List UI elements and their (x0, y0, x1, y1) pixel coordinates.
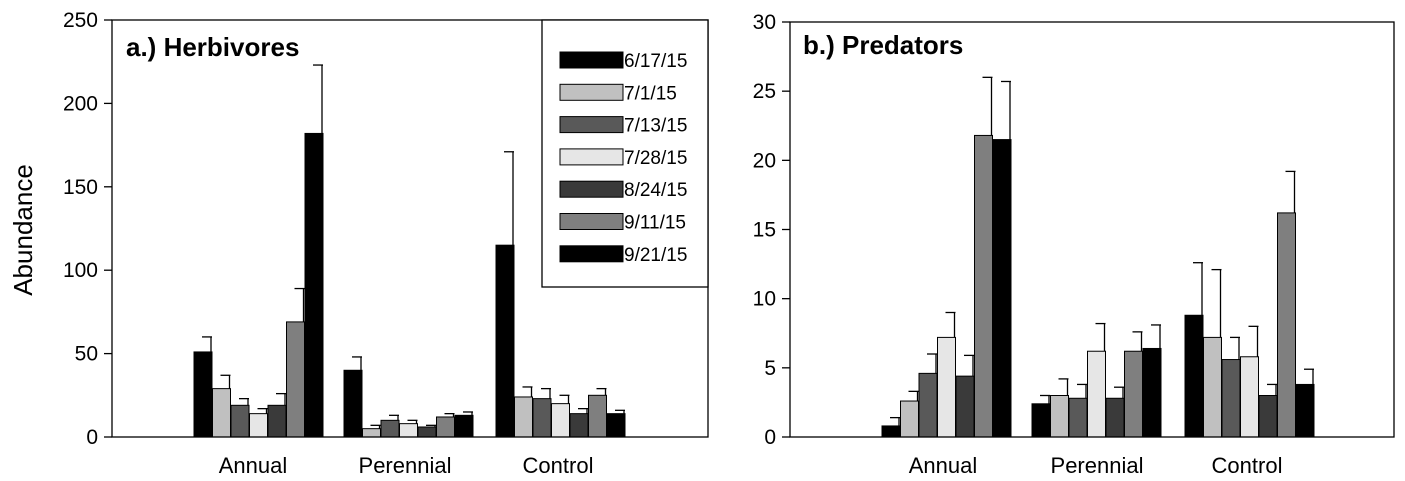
y-tick-label-a-5: 250 (63, 9, 98, 32)
bar-a-perennial-7-28-15 (399, 423, 418, 438)
legend-label-8-24-15: 8/24/15 (624, 180, 687, 201)
y-tick-label-b-3: 15 (753, 219, 776, 242)
bar-a-perennial-9-21-15 (454, 414, 474, 438)
bar-b-control-7-28-15 (1240, 356, 1259, 438)
bar-b-perennial-7-28-15 (1087, 350, 1106, 438)
bar-a-perennial-6-17-15 (343, 369, 363, 438)
y-axis-title-a: Abundance (8, 164, 38, 296)
panel-title-b: b.) Predators (803, 30, 963, 60)
legend-swatch-7-1-15 (559, 83, 624, 101)
panel-title-a: a.) Herbivores (126, 32, 299, 62)
y-tick-label-a-3: 150 (63, 176, 98, 199)
legend-label-7-28-15: 7/28/15 (624, 148, 687, 169)
bar-a-control-8-24-15 (569, 413, 589, 438)
y-tick-label-a-0: 0 (86, 426, 98, 449)
y-tick-label-b-6: 30 (753, 11, 776, 34)
bar-a-control-9-11-15 (588, 394, 607, 438)
category-label-a-perennial: Perennial (359, 453, 452, 478)
bar-b-control-8-24-15 (1258, 395, 1278, 438)
bar-a-control-7-28-15 (551, 403, 570, 438)
category-label-b-control: Control (1212, 453, 1283, 478)
legend-swatch-8-24-15 (559, 180, 624, 198)
herbivores-panel: 0 50 100 150 200 250 Annual Perennial Control a.)… (8, 9, 709, 478)
legend-label-7-1-15: 7/1/15 (624, 83, 677, 104)
bar-b-annual-9-11-15 (974, 134, 993, 438)
bar-a-perennial-8-24-15 (417, 426, 437, 438)
bar-b-control-9-21-15 (1295, 383, 1315, 438)
bar-b-perennial-7-1-15 (1050, 395, 1069, 438)
y-tick-label-b-0: 0 (764, 426, 776, 449)
bar-a-control-7-13-15 (532, 398, 552, 438)
bar-a-annual-7-1-15 (212, 388, 231, 438)
category-label-a-annual: Annual (219, 453, 288, 478)
bar-b-annual-7-1-15 (900, 400, 919, 438)
bar-a-annual-9-11-15 (286, 321, 305, 438)
bar-a-annual-9-21-15 (304, 132, 324, 438)
y-tick-label-a-4: 200 (63, 92, 98, 115)
bar-b-control-7-1-15 (1203, 336, 1222, 438)
bar-a-perennial-7-13-15 (380, 419, 400, 438)
legend-label-6-17-15: 6/17/15 (624, 51, 687, 72)
y-tick-label-b-2: 10 (753, 288, 776, 311)
bar-a-control-9-21-15 (606, 413, 626, 438)
bar-b-control-7-13-15 (1221, 359, 1241, 438)
y-tick-label-a-1: 50 (75, 343, 98, 366)
bar-b-perennial-9-21-15 (1142, 347, 1162, 438)
bar-b-annual-8-24-15 (955, 375, 975, 438)
legend-swatch-6-17-15 (559, 51, 624, 69)
legend-label-9-11-15: 9/11/15 (624, 213, 686, 234)
bar-a-perennial-9-11-15 (436, 416, 455, 438)
y-tick-label-a-2: 100 (63, 259, 98, 282)
legend-label-7-13-15: 7/13/15 (624, 116, 687, 137)
bar-b-annual-9-21-15 (992, 139, 1012, 438)
bar-b-perennial-9-11-15 (1124, 350, 1143, 438)
category-label-a-control: Control (523, 453, 594, 478)
y-tick-label-b-5: 25 (753, 80, 776, 103)
y-tick-label-b-4: 20 (753, 149, 776, 172)
bar-b-annual-7-13-15 (918, 372, 938, 438)
bar-a-annual-7-13-15 (230, 404, 250, 438)
legend-swatch-9-11-15 (559, 213, 624, 230)
bar-b-control-9-11-15 (1277, 212, 1296, 438)
bar-a-annual-6-17-15 (193, 351, 213, 438)
bar-b-annual-7-28-15 (937, 336, 956, 438)
legend-swatch-7-13-15 (559, 116, 624, 134)
category-label-b-perennial: Perennial (1051, 453, 1144, 478)
legend-swatch-9-21-15 (559, 245, 624, 263)
bar-a-perennial-7-1-15 (362, 428, 381, 438)
bar-b-control-6-17-15 (1184, 314, 1204, 438)
predators-panel: 0 5 10 15 20 25 30 Annual Perennial Control b.) Pr… (753, 11, 1395, 478)
legend-label-9-21-15: 9/21/15 (624, 245, 687, 266)
category-label-b-annual: Annual (909, 453, 978, 478)
y-tick-label-b-1: 5 (764, 357, 776, 380)
bar-b-perennial-8-24-15 (1105, 397, 1125, 438)
legend-swatch-7-28-15 (559, 148, 624, 166)
bar-b-perennial-7-13-15 (1068, 397, 1088, 438)
bar-a-control-6-17-15 (495, 244, 515, 438)
bar-b-perennial-6-17-15 (1031, 403, 1051, 438)
bar-a-annual-7-28-15 (249, 413, 268, 438)
legend: 6/17/15 7/1/15 7/13/15 7/28/15 8/24/15 9/11/1… (541, 19, 709, 288)
bar-a-control-7-1-15 (514, 396, 533, 438)
bar-b-annual-6-17-15 (881, 425, 901, 438)
bar-a-annual-8-24-15 (267, 404, 287, 438)
